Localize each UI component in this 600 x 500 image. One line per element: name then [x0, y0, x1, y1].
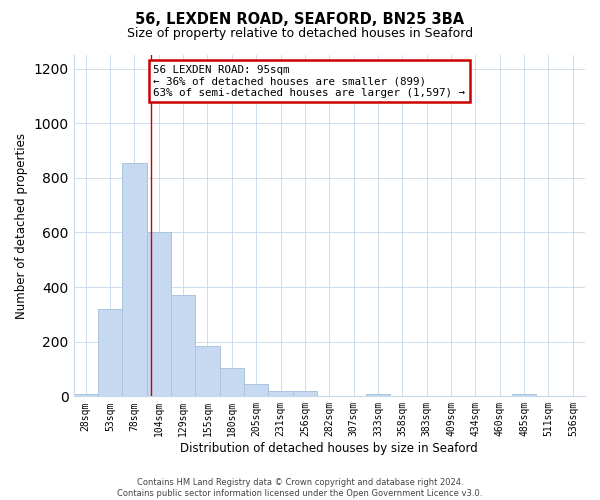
- Text: Contains HM Land Registry data © Crown copyright and database right 2024.
Contai: Contains HM Land Registry data © Crown c…: [118, 478, 482, 498]
- Bar: [146, 232, 171, 396]
- Bar: [122, 163, 146, 396]
- Text: 56 LEXDEN ROAD: 95sqm
← 36% of detached houses are smaller (899)
63% of semi-det: 56 LEXDEN ROAD: 95sqm ← 36% of detached …: [154, 64, 466, 98]
- Bar: [268, 391, 293, 396]
- Bar: [366, 394, 390, 396]
- Y-axis label: Number of detached properties: Number of detached properties: [15, 132, 28, 318]
- Bar: [220, 368, 244, 396]
- Bar: [293, 391, 317, 396]
- Bar: [244, 384, 268, 396]
- Bar: [171, 296, 196, 396]
- Text: Size of property relative to detached houses in Seaford: Size of property relative to detached ho…: [127, 28, 473, 40]
- Bar: [512, 394, 536, 396]
- Text: 56, LEXDEN ROAD, SEAFORD, BN25 3BA: 56, LEXDEN ROAD, SEAFORD, BN25 3BA: [136, 12, 464, 28]
- Bar: [74, 394, 98, 396]
- Bar: [196, 346, 220, 397]
- X-axis label: Distribution of detached houses by size in Seaford: Distribution of detached houses by size …: [181, 442, 478, 455]
- Bar: [98, 309, 122, 396]
